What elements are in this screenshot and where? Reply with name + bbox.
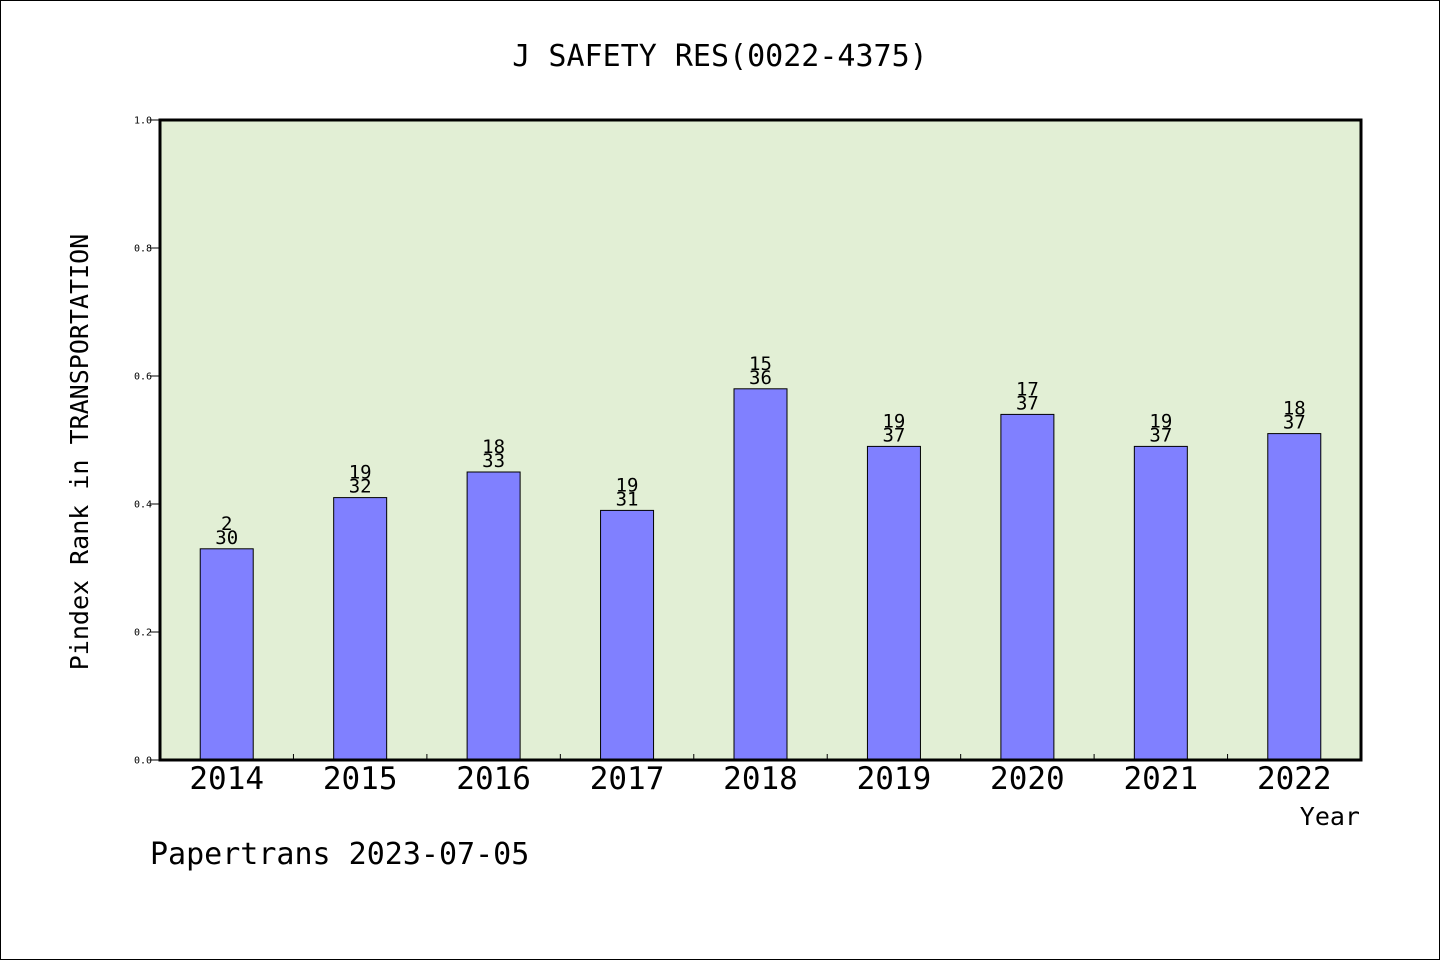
chart-title: J SAFETY RES(0022-4375) [512,39,927,74]
bar-total-label: 37 [1283,412,1306,434]
bar-total-label: 37 [1149,424,1172,446]
y-tick-label: 0.4 [134,500,152,511]
bar-rank-label: 17 [1016,378,1039,400]
bar-rank-label: 19 [882,410,905,432]
bar-rank-label: 19 [1149,410,1172,432]
bar [199,548,254,761]
bar [866,445,921,761]
bar-rank-label: 19 [616,474,639,496]
bar-rank-label: 19 [349,462,372,484]
bar-rank-label: 18 [482,436,505,458]
x-tick-label: 2019 [857,761,932,797]
y-tick-label: 0.0 [134,756,152,767]
bar-total-label: 31 [616,488,639,510]
bar-total-label: 37 [882,424,905,446]
x-tick-label: 2020 [990,761,1065,797]
x-tick-label: 2021 [1124,761,1199,797]
y-axis-label: Pindex Rank in TRANSPORTATION [65,234,94,671]
y-tick-label: 1.0 [134,116,152,127]
bar-total-label: 36 [749,367,772,389]
plot-border [158,118,1363,762]
bar-rank-label: 18 [1283,398,1306,420]
y-tick-label: 0.8 [134,244,152,255]
x-tick-label: 2014 [189,761,264,797]
bar-rank-label: 2 [221,513,232,535]
y-axis-ticks: 0.0 0.2 0.4 0.6 0.8 1.0 [134,116,160,767]
footer-credit: Papertrans 2023-07-05 [150,837,529,872]
x-tick-label: 2015 [323,761,398,797]
x-axis-ticks: 2014 2015 2016 2017 2018 2019 2020 2021 2022 [189,754,1332,797]
x-axis-label: Year [1300,802,1360,831]
y-tick-label: 0.6 [134,372,152,383]
bar [466,471,521,761]
bar [1133,445,1188,761]
bar-total-label: 37 [1016,392,1039,414]
x-tick-label: 2018 [723,761,798,797]
bar-total-label: 33 [482,450,505,472]
bar-rank-label: 15 [749,353,772,375]
bar-total-label: 30 [215,527,238,549]
bar [333,497,388,761]
bar [1000,413,1055,761]
y-tick-label: 0.2 [134,628,152,639]
bar [1267,433,1322,761]
bar [600,509,655,761]
x-tick-label: 2016 [456,761,531,797]
x-tick-label: 2017 [590,761,665,797]
bar [733,388,788,761]
x-tick-label: 2022 [1257,761,1332,797]
bars [199,388,1322,761]
bar-total-label: 32 [349,476,372,498]
